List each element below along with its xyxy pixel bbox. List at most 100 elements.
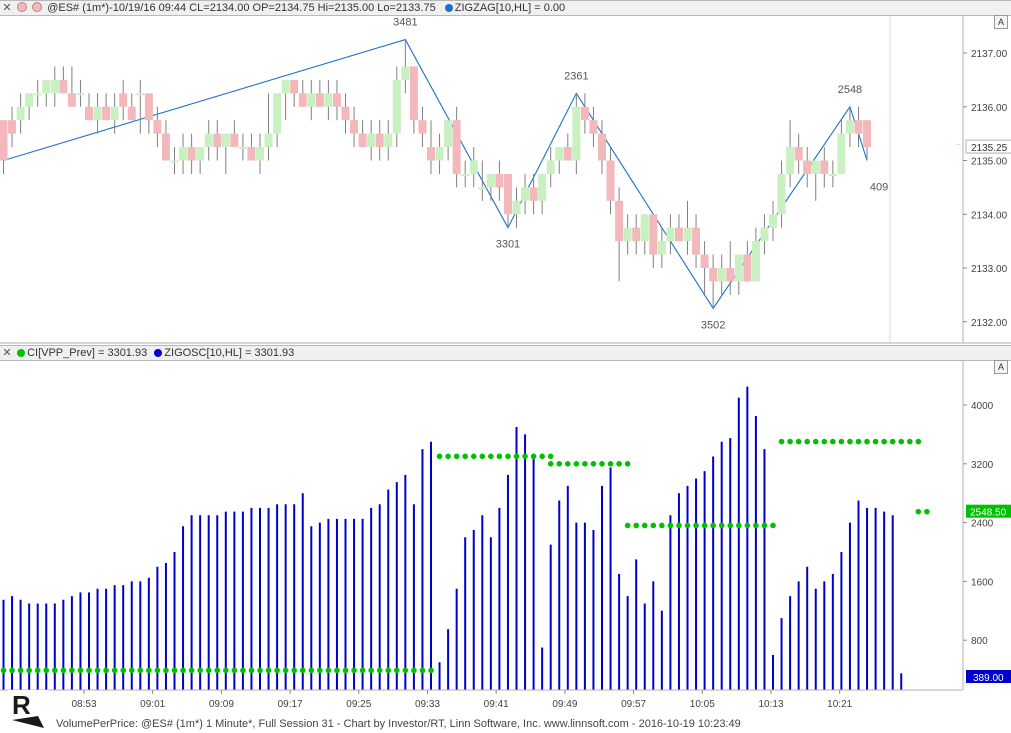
ci-dot (436, 453, 443, 460)
candle-body (495, 173, 504, 188)
candle-body (196, 147, 205, 161)
candle-body (427, 147, 435, 161)
osc-axis: 4000 3200 2400 1600 800 2548.50 389.00 (0, 361, 1011, 691)
osc-tick-label: 3200 (971, 460, 994, 471)
ci-dot (171, 667, 178, 674)
ci-dot (684, 522, 691, 529)
candle-body (486, 173, 495, 188)
candle-body (119, 93, 128, 107)
candle-body (632, 227, 641, 242)
candle-body (769, 214, 777, 228)
top-autoscale-button[interactable]: A (994, 15, 1008, 29)
candle-body (709, 268, 718, 282)
candle-body (435, 147, 444, 161)
candle-body (33, 93, 42, 96)
ci-dot (197, 667, 203, 674)
candle-body (623, 227, 632, 242)
ci-dot (317, 667, 323, 674)
ci-dot (43, 667, 50, 674)
candle-body (580, 106, 589, 121)
ci-dot (573, 461, 580, 467)
candle-body (478, 187, 487, 190)
ci-dot (915, 438, 922, 445)
ci-dot (915, 508, 922, 515)
price-tick-label: 2133.00 (971, 264, 1008, 275)
price-axis: 2137.00 2136.00 2135.00 2134.00 2133.00 2132.… (0, 16, 1011, 344)
candle-body (418, 120, 427, 134)
ci-dot (898, 438, 905, 445)
ci-dot (137, 667, 144, 674)
time-tick-label: 09:17 (278, 699, 303, 710)
candle-body (555, 147, 564, 161)
candle-body (546, 160, 555, 174)
candle-body (640, 214, 649, 242)
candle-body (589, 120, 598, 134)
candle-body (563, 147, 572, 161)
ci-dot (701, 522, 708, 529)
zigosc-color-icon (154, 349, 163, 357)
ci-dot (470, 453, 477, 460)
close-icon[interactable]: ✕ (2, 2, 12, 14)
ci-dot (308, 667, 315, 674)
candle-body (76, 93, 85, 96)
price-tick-label: 2137.00 (971, 49, 1008, 60)
time-tick-label: 09:25 (346, 699, 371, 710)
candle-body (187, 147, 196, 161)
bottom-autoscale-button[interactable]: A (994, 360, 1008, 374)
ci-dot (154, 667, 161, 674)
candle-body (503, 173, 512, 215)
candle-body (828, 173, 837, 176)
candle-body (820, 160, 829, 174)
ci-dot (282, 667, 289, 674)
candle-body (25, 93, 34, 107)
ci-color-icon (17, 349, 26, 357)
ci-dot (590, 461, 597, 467)
candle-body (144, 93, 153, 121)
candle-body (734, 254, 743, 282)
zigosc-indicator-label: ZIGOSC[10,HL] = 3301.93 (164, 347, 295, 359)
ci-dot (582, 461, 588, 467)
price-tick-label: 2136.00 (971, 103, 1008, 114)
osc-tick-label: 4000 (971, 401, 994, 412)
ci-dot (624, 461, 631, 467)
ci-dot (180, 667, 186, 674)
ci-dot (86, 667, 92, 674)
ci-dot (556, 461, 563, 467)
ci-dot (274, 667, 280, 674)
last-price-marker: - (957, 139, 960, 149)
osc-tick-label: 800 (971, 636, 988, 647)
ci-dot (103, 667, 109, 674)
ci-dot (342, 667, 349, 674)
osc-tick-label: 2400 (971, 519, 994, 530)
ci-dot (881, 438, 887, 445)
candle-body (110, 106, 119, 121)
close-icon[interactable]: ✕ (2, 347, 12, 359)
zigzag-labels: 3481 3301 2361 3502 2548 409 (393, 17, 888, 332)
ci-dot (744, 522, 751, 529)
ci-dot (624, 522, 631, 529)
ci-value-badge (966, 504, 1011, 518)
ci-dot (231, 667, 238, 674)
ci-dot (838, 438, 845, 445)
ci-dot (736, 522, 742, 529)
ci-dot (513, 453, 520, 460)
zigzag-point-label: 2548 (838, 84, 862, 96)
ci-dot (265, 667, 272, 674)
ci-dot (616, 461, 622, 467)
candle-body (521, 187, 530, 201)
candles (0, 39, 872, 309)
zigzag-indicator-label: ZIGZAG[10,HL] = 0.00 (454, 2, 566, 14)
candle-body (247, 147, 256, 161)
ci-dot (77, 667, 84, 674)
candle-body (367, 133, 376, 148)
ci-indicator-label: CI[VPP_Prev] = 3301.93 (27, 347, 148, 359)
candle-body (375, 133, 384, 148)
candle-body (384, 133, 393, 148)
symbol-info: @ES# (1m*)-10/19/16 09:44 CL=2134.00 OP=… (47, 2, 436, 14)
ci-dot (907, 438, 913, 445)
candle-body (0, 120, 8, 161)
candle-body (863, 120, 872, 148)
symbol-color-icon-2 (32, 2, 43, 12)
candle-body (794, 147, 803, 161)
candle-body (845, 120, 854, 134)
